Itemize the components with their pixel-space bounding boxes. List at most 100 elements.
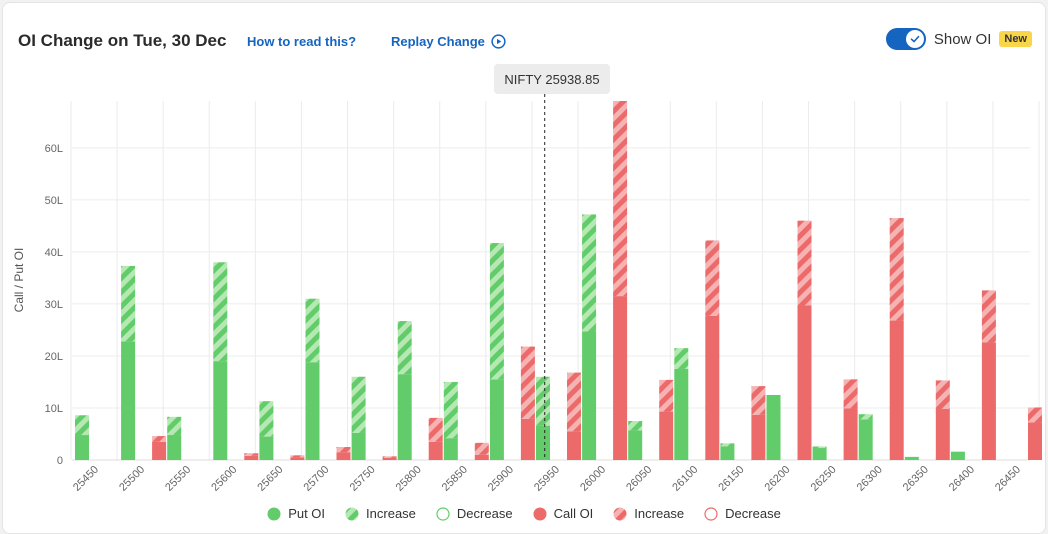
legend-call-increase[interactable]: Increase: [613, 506, 684, 521]
put-oi-bar: [720, 446, 735, 460]
put-oi-increase-bar: [443, 381, 458, 439]
call-oi-increase-bar: [382, 456, 397, 458]
put-oi-increase-bar: [812, 446, 827, 449]
x-tick-label: 26450: [993, 464, 1023, 494]
call-decrease-swatch-icon: [704, 506, 718, 521]
put-oi-bar: [167, 435, 182, 460]
put-oi-bar: [351, 432, 366, 460]
page-title: OI Change on Tue, 30 Dec: [18, 31, 227, 50]
call-oi-increase-bar: [290, 455, 305, 458]
legend-put-oi[interactable]: Put OI: [267, 506, 325, 521]
call-oi-increase-bar: [659, 379, 674, 412]
call-oi-increase-bar: [751, 386, 766, 415]
legend-label: Decrease: [456, 506, 513, 521]
put-oi-bar: [397, 374, 412, 460]
call-increase-swatch-icon: [613, 507, 627, 520]
put-oi-bar: [812, 448, 827, 460]
put-decrease-swatch-icon: [436, 506, 450, 521]
call-oi-bar: [520, 418, 535, 460]
put-oi-swatch-icon: [267, 507, 281, 520]
legend-label: Increase: [634, 506, 685, 521]
x-tick-label: 26150: [716, 464, 746, 494]
x-tick-label: 26100: [670, 464, 700, 494]
call-oi-increase-bar: [520, 346, 535, 419]
call-oi-bar: [751, 414, 766, 460]
x-tick-label: 26300: [855, 464, 885, 494]
put-oi-increase-bar: [213, 262, 228, 362]
call-oi-increase-bar: [474, 442, 489, 455]
x-tick-label: 25750: [348, 464, 378, 494]
legend-call-oi[interactable]: Call OI: [533, 506, 594, 521]
toggle-knob: [905, 30, 924, 48]
call-oi-increase-bar: [1028, 407, 1042, 423]
put-oi-increase-bar: [489, 243, 504, 380]
put-oi-increase-bar: [628, 420, 643, 431]
legend-put-decrease[interactable]: Decrease: [436, 506, 513, 521]
put-oi-increase-bar: [674, 348, 689, 369]
put-oi-increase-bar: [167, 416, 182, 436]
call-oi-increase-bar: [613, 101, 628, 297]
x-tick-label: 25450: [71, 464, 101, 494]
put-oi-bar: [950, 451, 965, 460]
put-oi-bar: [904, 456, 919, 460]
y-tick-label: 30L: [45, 299, 63, 311]
call-oi-increase-bar: [567, 372, 581, 432]
call-oi-bar: [659, 411, 674, 460]
legend-label: Put OI: [288, 506, 326, 521]
replay-change-button[interactable]: Replay Change: [391, 34, 506, 49]
x-tick-label: 25700: [302, 464, 332, 494]
x-tick-label: 25500: [117, 464, 147, 494]
x-tick-label: 25600: [209, 464, 239, 494]
legend-label: Call OI: [553, 506, 594, 521]
call-oi-increase-bar: [428, 417, 443, 442]
put-oi-increase-bar: [720, 443, 735, 447]
call-oi-increase-bar: [152, 436, 167, 442]
x-tick-label: 25550: [163, 464, 193, 494]
call-oi-bar: [613, 296, 628, 460]
legend-call-decrease[interactable]: Decrease: [704, 506, 781, 521]
spot-price-label: NIFTY 25938.85: [494, 64, 610, 94]
put-oi-increase-bar: [121, 265, 136, 342]
call-oi-increase-bar: [981, 290, 996, 343]
x-tick-label: 25900: [486, 464, 516, 494]
call-oi-bar: [382, 457, 397, 460]
x-tick-label: 26250: [809, 464, 839, 494]
call-oi-increase-bar: [244, 453, 259, 456]
put-oi-bar: [305, 362, 320, 460]
call-oi-increase-bar: [336, 446, 351, 453]
x-tick-label: 26200: [763, 464, 793, 494]
put-oi-bar: [858, 419, 873, 460]
put-oi-increase-bar: [582, 214, 597, 332]
put-oi-increase-bar: [75, 415, 89, 436]
call-oi-bar: [797, 305, 812, 460]
call-oi-bar: [705, 315, 720, 460]
call-oi-bar: [244, 455, 259, 460]
call-oi-bar: [935, 409, 950, 460]
x-tick-label: 25850: [440, 464, 470, 494]
show-oi-label: Show OI: [933, 30, 992, 48]
x-tick-label: 25800: [394, 464, 424, 494]
put-oi-increase-bar: [397, 321, 412, 375]
y-tick-label: 0: [57, 455, 63, 467]
call-oi-bar: [290, 457, 305, 460]
call-oi-bar: [567, 431, 581, 460]
put-oi-increase-bar: [858, 414, 873, 420]
call-oi-swatch-icon: [533, 507, 547, 520]
put-oi-increase-bar: [351, 376, 366, 433]
play-circle-icon: [491, 34, 506, 49]
x-tick-label: 26000: [578, 464, 608, 494]
call-oi-bar: [1028, 422, 1042, 460]
x-tick-label: 26400: [947, 464, 977, 494]
put-oi-bar: [536, 425, 550, 460]
put-oi-bar: [213, 361, 228, 460]
x-tick-label: 26050: [624, 464, 654, 494]
show-oi-toggle-group: Show OI New: [885, 28, 1032, 50]
y-tick-label: 50L: [45, 195, 63, 207]
call-oi-bar: [889, 320, 904, 460]
how-to-read-link[interactable]: How to read this?: [247, 34, 357, 49]
put-oi-bar: [75, 435, 89, 460]
legend-put-increase[interactable]: Increase: [345, 506, 416, 521]
y-tick-label: 40L: [45, 247, 63, 259]
show-oi-toggle[interactable]: [885, 28, 926, 50]
